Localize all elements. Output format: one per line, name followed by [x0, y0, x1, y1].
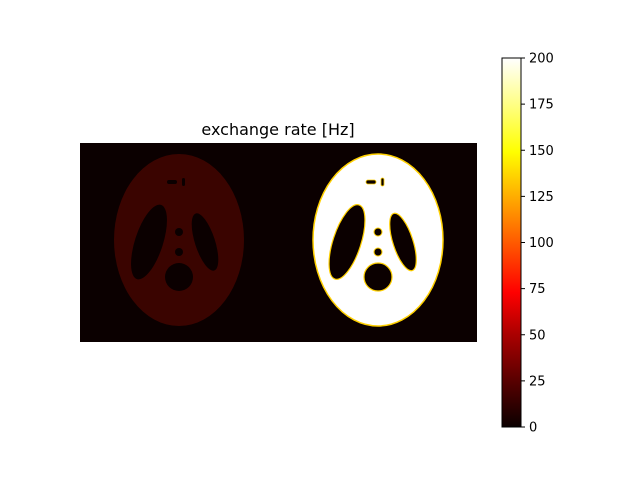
colorbar-tick-label: 125 [529, 190, 554, 205]
chart-title: exchange rate [Hz] [201, 120, 354, 139]
colorbar-fill [502, 58, 521, 427]
colorbar: 0 25 50 75 100 125 150 175 200 [501, 52, 554, 436]
colorbar-tick-label: 75 [529, 282, 546, 297]
phantom-left-ellipse-hole [328, 204, 366, 280]
colorbar-tick-label: 50 [529, 328, 546, 343]
phantom-right-ellipse-hole [191, 213, 219, 271]
phantom-small-circle-hole [175, 248, 183, 256]
phantom-small-circle-hole [175, 228, 183, 236]
colorbar-tick-label: 25 [529, 374, 546, 389]
colorbar-tick-label: 175 [529, 98, 554, 113]
phantom-dash-hole [182, 178, 185, 186]
phantom-right-ellipse-hole [389, 212, 417, 272]
phantom-outer-ellipse [312, 153, 444, 327]
phantom-panel-left [114, 154, 244, 326]
colorbar-tick-label: 0 [529, 421, 537, 436]
phantom-large-circle-hole [363, 262, 393, 292]
phantom-outer-ellipse [114, 154, 244, 326]
phantom-small-circle-hole [373, 227, 383, 237]
phantom-dash-hole [380, 177, 385, 187]
phantom-left-ellipse-hole [131, 204, 167, 280]
phantom-dots-hole [167, 180, 177, 184]
phantom-panel-right [312, 153, 444, 327]
colorbar-ticks: 0 25 50 75 100 125 150 175 200 [521, 52, 554, 436]
phantom-large-circle-hole [165, 263, 193, 291]
heatmap-image [80, 143, 477, 342]
phantom-dots-hole [365, 179, 377, 185]
colorbar-tick-label: 200 [529, 52, 554, 67]
colorbar-tick-label: 100 [529, 236, 554, 251]
phantom-small-circle-hole [373, 247, 383, 257]
colorbar-tick-label: 150 [529, 144, 554, 159]
